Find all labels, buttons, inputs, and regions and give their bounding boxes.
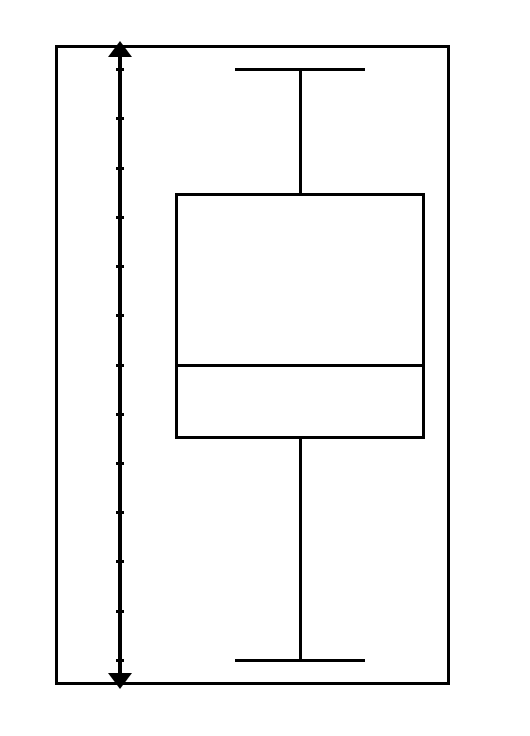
- tick-mark: [116, 610, 124, 613]
- tick-mark: [116, 659, 124, 662]
- tick-mark: [116, 265, 124, 268]
- tick-mark: [116, 413, 124, 416]
- whisker-upper: [299, 70, 302, 193]
- tick-mark: [116, 167, 124, 170]
- tick-mark: [116, 511, 124, 514]
- tick-mark: [116, 314, 124, 317]
- whisker-cap-lower: [235, 659, 365, 662]
- whisker-cap-upper: [235, 68, 365, 71]
- tick-mark: [116, 117, 124, 120]
- y-axis-arrow-up: [108, 41, 132, 57]
- median-line: [175, 364, 425, 367]
- whisker-lower: [299, 439, 302, 660]
- box-rect: [175, 193, 425, 439]
- tick-mark: [116, 560, 124, 563]
- tick-mark: [116, 364, 124, 367]
- y-axis-arrow-down: [108, 673, 132, 689]
- tick-mark: [116, 462, 124, 465]
- tick-mark: [116, 68, 124, 71]
- tick-mark: [116, 216, 124, 219]
